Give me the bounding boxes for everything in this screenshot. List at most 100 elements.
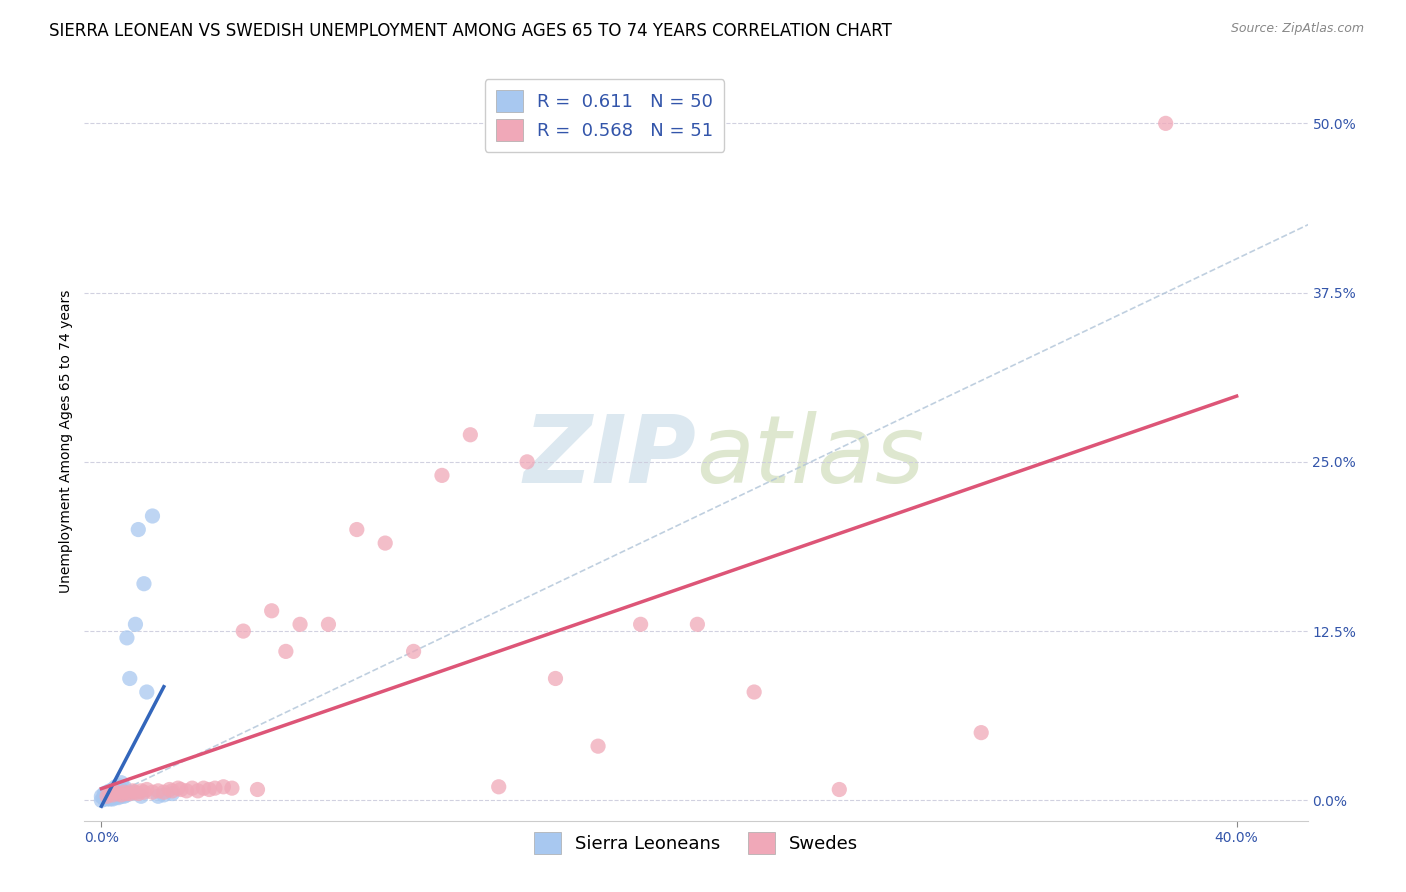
Point [96,785,118,799]
Point [124,617,146,632]
Point [104,789,127,804]
Y-axis label: Unemployment Among Ages 65 to 74 years: Unemployment Among Ages 65 to 74 years [59,290,73,593]
Point [153,785,176,799]
Point [93,787,115,801]
Point [260,604,283,618]
Point [146,789,169,804]
Point [93,790,115,805]
Text: SIERRA LEONEAN VS SWEDISH UNEMPLOYMENT AMONG AGES 65 TO 74 YEARS CORRELATION CHA: SIERRA LEONEAN VS SWEDISH UNEMPLOYMENT A… [49,22,891,40]
Point [204,781,226,796]
Point [346,523,368,537]
Point [162,787,184,801]
Point [115,788,138,802]
Point [232,624,254,639]
Point [96,790,118,805]
Point [107,787,129,801]
Point [127,787,149,801]
Point [121,784,143,798]
Point [98,789,121,804]
Point [98,784,121,798]
Point [686,617,709,632]
Text: atlas: atlas [696,411,924,502]
Point [193,781,215,796]
Point [107,779,129,793]
Point [110,788,132,802]
Point [90,793,112,807]
Point [828,782,851,797]
Point [101,788,124,802]
Point [98,787,121,801]
Point [586,739,609,754]
Point [101,787,124,801]
Point [374,536,396,550]
Point [162,784,184,798]
Point [115,787,138,801]
Point [516,455,538,469]
Point [159,782,181,797]
Point [132,576,155,591]
Point [124,785,146,799]
Point [96,788,118,802]
Point [141,785,163,799]
Point [98,790,121,805]
Point [121,785,143,799]
Point [96,789,118,804]
Point [430,468,453,483]
Point [246,782,269,797]
Point [107,788,129,802]
Point [112,780,135,794]
Point [112,789,135,804]
Point [198,782,221,797]
Point [135,685,157,699]
Point [460,427,482,442]
Point [742,685,765,699]
Point [115,631,138,645]
Point [93,792,115,806]
Point [127,523,149,537]
Point [110,776,132,790]
Point [93,789,115,804]
Point [101,790,124,805]
Point [104,788,127,802]
Point [970,725,993,739]
Point [170,782,193,797]
Point [96,789,118,804]
Point [98,788,121,802]
Point [153,788,176,802]
Point [288,617,311,632]
Point [110,787,132,801]
Point [101,792,124,806]
Point [90,789,112,804]
Legend: Sierra Leoneans, Swedes: Sierra Leoneans, Swedes [526,824,866,861]
Point [118,672,141,686]
Point [110,789,132,804]
Point [112,785,135,799]
Point [274,644,297,658]
Point [544,672,567,686]
Point [141,508,163,523]
Point [101,788,124,802]
Point [118,787,141,801]
Point [110,782,132,797]
Point [101,789,124,804]
Point [146,784,169,798]
Point [1154,116,1177,130]
Point [112,785,135,799]
Point [221,781,243,796]
Point [187,784,209,798]
Point [630,617,652,632]
Text: ZIP: ZIP [523,410,696,503]
Point [98,792,121,806]
Point [104,780,127,794]
Point [101,782,124,797]
Point [104,785,127,799]
Point [181,781,204,796]
Point [167,781,190,796]
Point [402,644,425,658]
Point [132,785,155,799]
Point [176,784,198,798]
Point [104,790,127,805]
Point [212,780,235,794]
Point [96,792,118,806]
Point [135,782,157,797]
